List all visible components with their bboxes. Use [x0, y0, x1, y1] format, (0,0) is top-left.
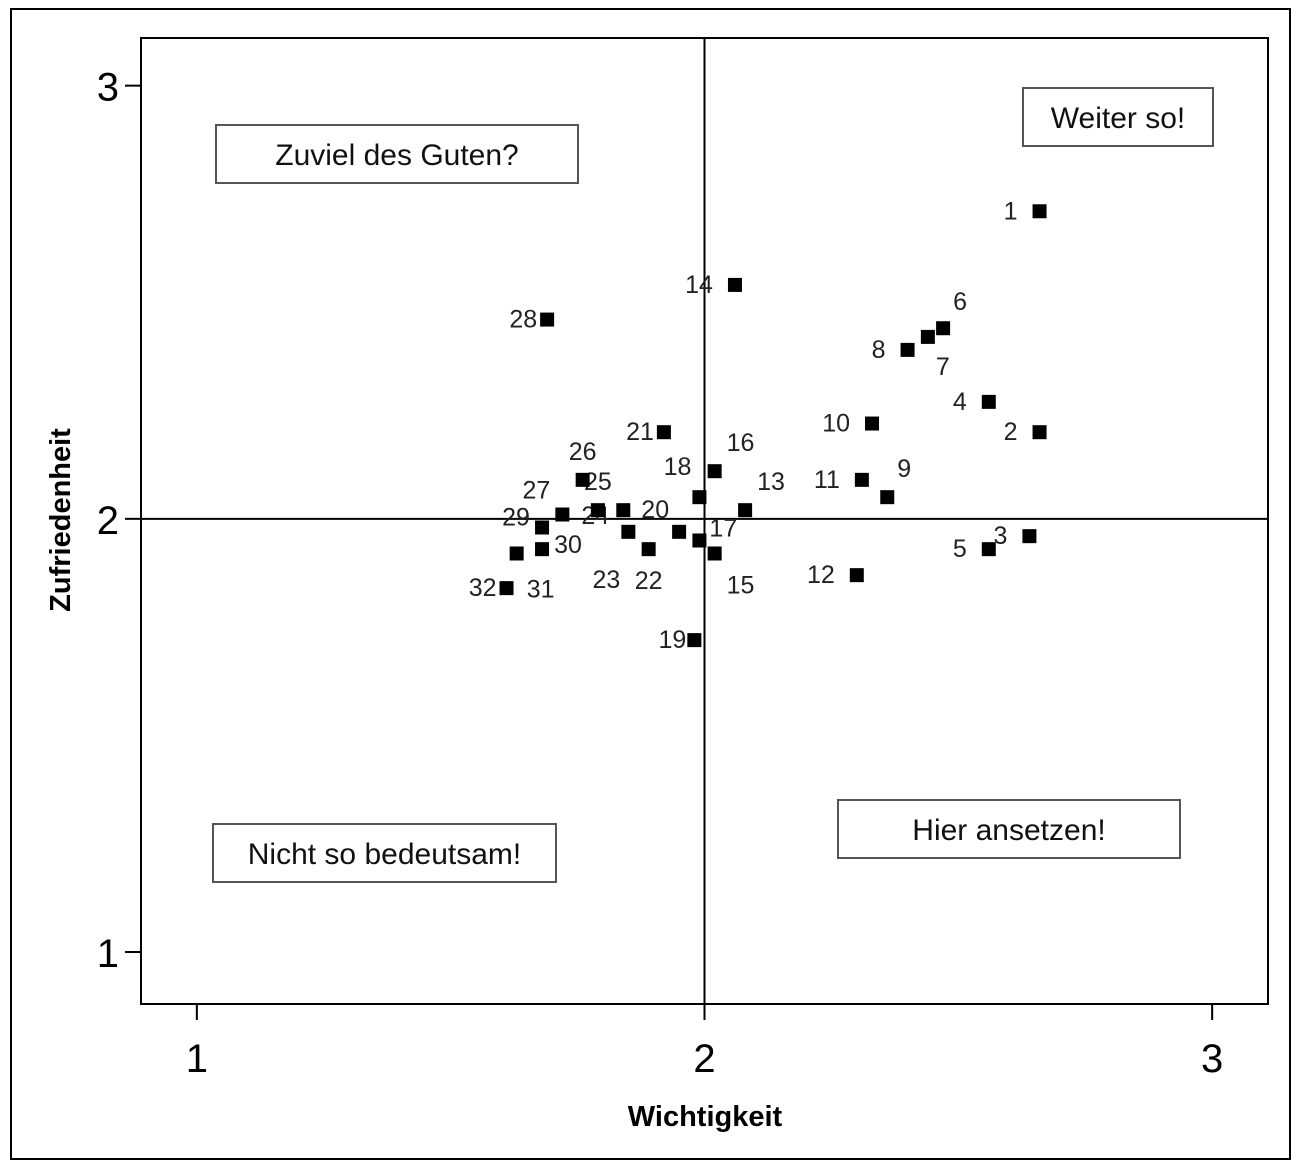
point-label-12: 12 — [807, 561, 835, 589]
point-label-11: 11 — [814, 466, 840, 494]
point-label-2: 2 — [1004, 418, 1018, 446]
data-point-7 — [920, 329, 935, 344]
data-point-23 — [621, 524, 636, 539]
point-label-21: 21 — [626, 418, 654, 446]
quadrant-annotations: Weiter so! Zuviel des Guten? Nicht so bede… — [212, 87, 1214, 883]
quadrant-label: Weiter so! — [1051, 102, 1186, 135]
data-point-9 — [880, 490, 895, 505]
data-point-20 — [672, 524, 687, 539]
point-label-15: 15 — [727, 571, 755, 599]
data-point-32 — [499, 581, 514, 596]
point-label-5: 5 — [953, 535, 967, 563]
point-label-26: 26 — [569, 438, 597, 466]
point-label-10: 10 — [822, 410, 850, 438]
point-label-13: 13 — [757, 468, 785, 496]
point-label-3: 3 — [993, 522, 1007, 550]
data-points: 1234567891011121314151617181920212223242… — [469, 197, 1047, 654]
data-point-22 — [641, 542, 656, 557]
data-point-31 — [509, 546, 524, 561]
point-label-32: 32 — [469, 574, 497, 602]
data-point-21 — [656, 425, 671, 440]
x-tick-label: 2 — [693, 1037, 715, 1081]
y-tick-label: 2 — [97, 499, 119, 543]
point-label-9: 9 — [897, 455, 911, 483]
quadrant-box — [215, 124, 579, 184]
point-label-30: 30 — [554, 531, 582, 559]
data-point-13 — [738, 503, 753, 518]
quadrant-label: Zuviel des Guten? — [275, 139, 518, 172]
y-tick-label: 3 — [97, 66, 119, 110]
y-axis-title: Zufriedenheit — [45, 428, 77, 612]
data-point-3 — [1022, 529, 1037, 544]
point-label-8: 8 — [872, 336, 886, 364]
data-point-4 — [981, 394, 996, 409]
data-point-19 — [687, 633, 702, 648]
point-label-7: 7 — [936, 353, 950, 381]
data-point-25 — [590, 503, 605, 518]
data-point-24 — [616, 503, 631, 518]
quadrant-box — [1022, 87, 1214, 147]
point-label-4: 4 — [953, 388, 967, 416]
point-label-6: 6 — [953, 288, 967, 316]
data-point-8 — [900, 342, 915, 357]
point-label-1: 1 — [1004, 197, 1018, 225]
point-label-17: 17 — [709, 514, 737, 542]
data-point-5 — [981, 542, 996, 557]
point-label-31: 31 — [527, 575, 555, 603]
data-point-26 — [575, 472, 590, 487]
point-label-19: 19 — [659, 626, 687, 654]
data-point-15 — [707, 546, 722, 561]
data-point-18 — [692, 490, 707, 505]
data-point-14 — [727, 277, 742, 292]
x-tick-label: 3 — [1201, 1037, 1223, 1081]
chart-frame — [10, 8, 1291, 1160]
data-point-2 — [1032, 425, 1047, 440]
quadrant-box — [212, 823, 557, 883]
data-point-27 — [555, 507, 570, 522]
data-point-17 — [692, 533, 707, 548]
data-point-30 — [535, 542, 550, 557]
point-label-28: 28 — [509, 306, 537, 334]
reference-lines — [141, 38, 1268, 1004]
y-tick-label: 1 — [97, 932, 119, 976]
data-point-10 — [865, 416, 880, 431]
data-point-6 — [936, 321, 951, 336]
point-label-14: 14 — [685, 271, 713, 299]
data-point-16 — [707, 464, 722, 479]
point-label-18: 18 — [664, 453, 692, 481]
data-point-1 — [1032, 204, 1047, 219]
point-label-27: 27 — [522, 477, 550, 505]
quadrant-label: Nicht so bedeutsam! — [248, 838, 521, 871]
point-label-16: 16 — [727, 429, 755, 457]
data-point-11 — [854, 472, 869, 487]
x-axis-title: Wichtigkeit — [628, 1101, 783, 1133]
point-label-22: 22 — [635, 567, 663, 595]
data-point-28 — [540, 312, 555, 327]
point-label-20: 20 — [641, 496, 669, 524]
x-tick-label: 1 — [186, 1037, 208, 1081]
data-point-29 — [535, 520, 550, 535]
data-point-12 — [849, 568, 864, 583]
point-label-29: 29 — [502, 503, 530, 531]
quadrant-box — [837, 799, 1181, 859]
quadrant-label: Hier ansetzen! — [912, 814, 1105, 847]
point-label-23: 23 — [592, 566, 620, 594]
